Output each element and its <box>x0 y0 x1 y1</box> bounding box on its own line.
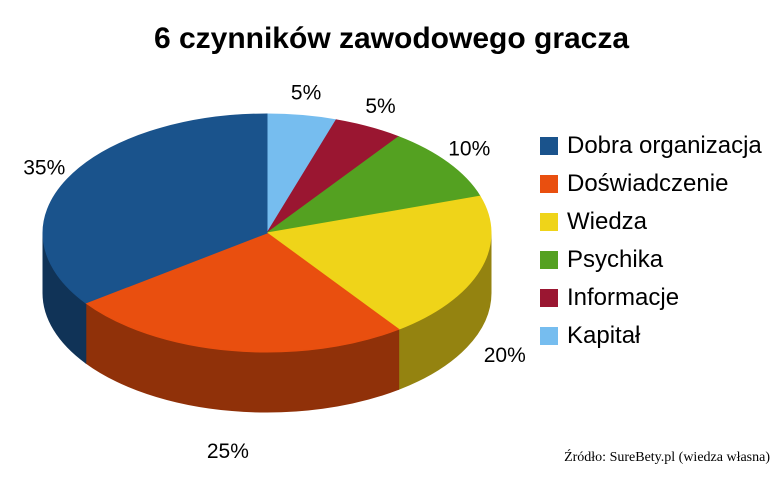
legend-item: Informacje <box>540 279 762 317</box>
legend-item: Doświadczenie <box>540 165 762 203</box>
legend-label: Informacje <box>567 284 680 311</box>
legend-item: Wiedza <box>540 203 762 241</box>
pie-slice <box>84 232 400 353</box>
legend-swatch <box>540 251 558 269</box>
legend-label: Psychika <box>567 246 664 273</box>
legend-label: Kapitał <box>567 322 641 349</box>
legend-swatch <box>540 175 558 193</box>
legend-label: Doświadczenie <box>567 170 729 197</box>
legend-swatch <box>540 213 558 231</box>
chart-title: 6 czynników zawodowego gracza <box>153 22 630 55</box>
slice-percent-label: 35% <box>23 157 65 180</box>
legend-label: Wiedza <box>567 208 648 235</box>
pie-slice <box>42 113 268 304</box>
pie-chart-svg: 5% 5% 10% 20% 25% 35% <box>23 81 526 463</box>
legend-label: Dobra organizacja <box>567 132 762 159</box>
pie-slice <box>266 136 481 234</box>
slice-percent-label: 20% <box>484 344 526 367</box>
slice-percent-label: 25% <box>207 440 249 463</box>
slice-percent-label: 10% <box>448 138 490 161</box>
source-note: Źródło: SureBety.pl (wiedza własna) <box>564 450 770 465</box>
legend: Dobra organizacja Doświadczenie Wiedza Psyc… <box>540 127 762 355</box>
slice-percent-label: 5% <box>365 95 395 118</box>
slice-percent-label: 5% <box>291 81 321 104</box>
legend-item: Kapitał <box>540 317 762 355</box>
pie-slice <box>265 195 492 330</box>
legend-item: Dobra organizacja <box>540 127 762 165</box>
legend-swatch <box>540 137 558 155</box>
legend-swatch <box>540 289 558 307</box>
legend-swatch <box>540 327 558 345</box>
legend-item: Psychika <box>540 241 762 279</box>
